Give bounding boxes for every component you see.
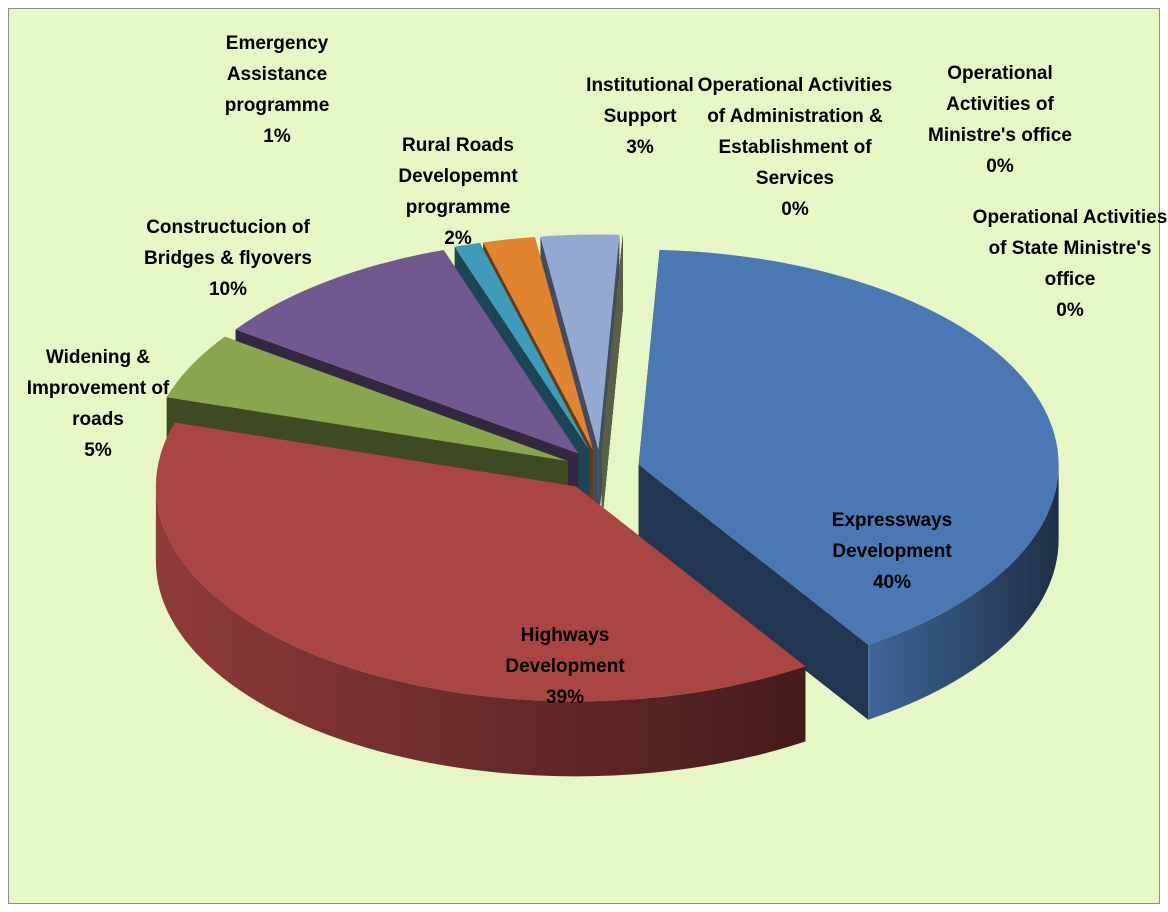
slice-wall xyxy=(638,464,869,720)
category-name: Operational Activities of Ministre's off… xyxy=(928,63,1072,146)
slice-label: Institutional Support 3% xyxy=(560,70,720,163)
percent-label: 1% xyxy=(263,126,291,147)
category-name: Expressways Development xyxy=(831,510,953,562)
slice-label: Rural Roads Developemnt programme 2% xyxy=(368,130,548,254)
percent-label: 3% xyxy=(626,137,654,158)
slice-label: Expressways Development 40% xyxy=(782,505,1002,598)
percent-label: 5% xyxy=(84,440,112,461)
percent-label: 40% xyxy=(872,572,912,593)
category-name: Rural Roads Developemnt programme xyxy=(398,135,518,218)
slice-wall xyxy=(601,234,623,525)
slice-top xyxy=(638,249,1059,645)
slice xyxy=(601,234,623,525)
slice-top xyxy=(540,234,620,450)
slice-top xyxy=(483,236,593,450)
percent-label: 2% xyxy=(444,228,472,249)
slice-top xyxy=(166,336,568,461)
slice-label: Widening & Improvement of roads 5% xyxy=(3,342,193,466)
category-name: Widening & Improvement of roads xyxy=(26,347,170,430)
category-name: Operational Activities of Administration… xyxy=(697,75,893,189)
percent-label: 0% xyxy=(781,199,809,220)
slice-label: Operational Activities of Administration… xyxy=(690,70,900,225)
percent-label: 0% xyxy=(1056,300,1084,321)
slice-label: Emergency Assistance programme 1% xyxy=(192,28,362,152)
slice-top xyxy=(454,242,590,451)
slice-top xyxy=(235,249,579,454)
category-name: Constructucion of Bridges & flyovers xyxy=(144,217,312,269)
category-name: Operational Activities of State Ministre… xyxy=(972,207,1168,290)
percent-label: 0% xyxy=(986,156,1014,177)
category-name: Emergency Assistance programme xyxy=(224,33,330,116)
slice-label: Operational Activities of Ministre's off… xyxy=(905,58,1095,182)
category-name: Institutional Support xyxy=(586,75,694,127)
slice-label: Constructucion of Bridges & flyovers 10% xyxy=(113,212,343,305)
category-name: Highways Development xyxy=(505,625,625,677)
percent-label: 39% xyxy=(545,687,585,708)
slice-side xyxy=(155,486,806,777)
slice-label: Operational Activities of State Ministre… xyxy=(970,202,1168,326)
percent-label: 10% xyxy=(208,279,248,300)
slice-top xyxy=(155,422,806,702)
slice xyxy=(155,422,806,777)
slice-label: Highways Development 39% xyxy=(465,620,665,713)
slice-side xyxy=(868,464,1059,720)
slice xyxy=(638,249,1059,720)
